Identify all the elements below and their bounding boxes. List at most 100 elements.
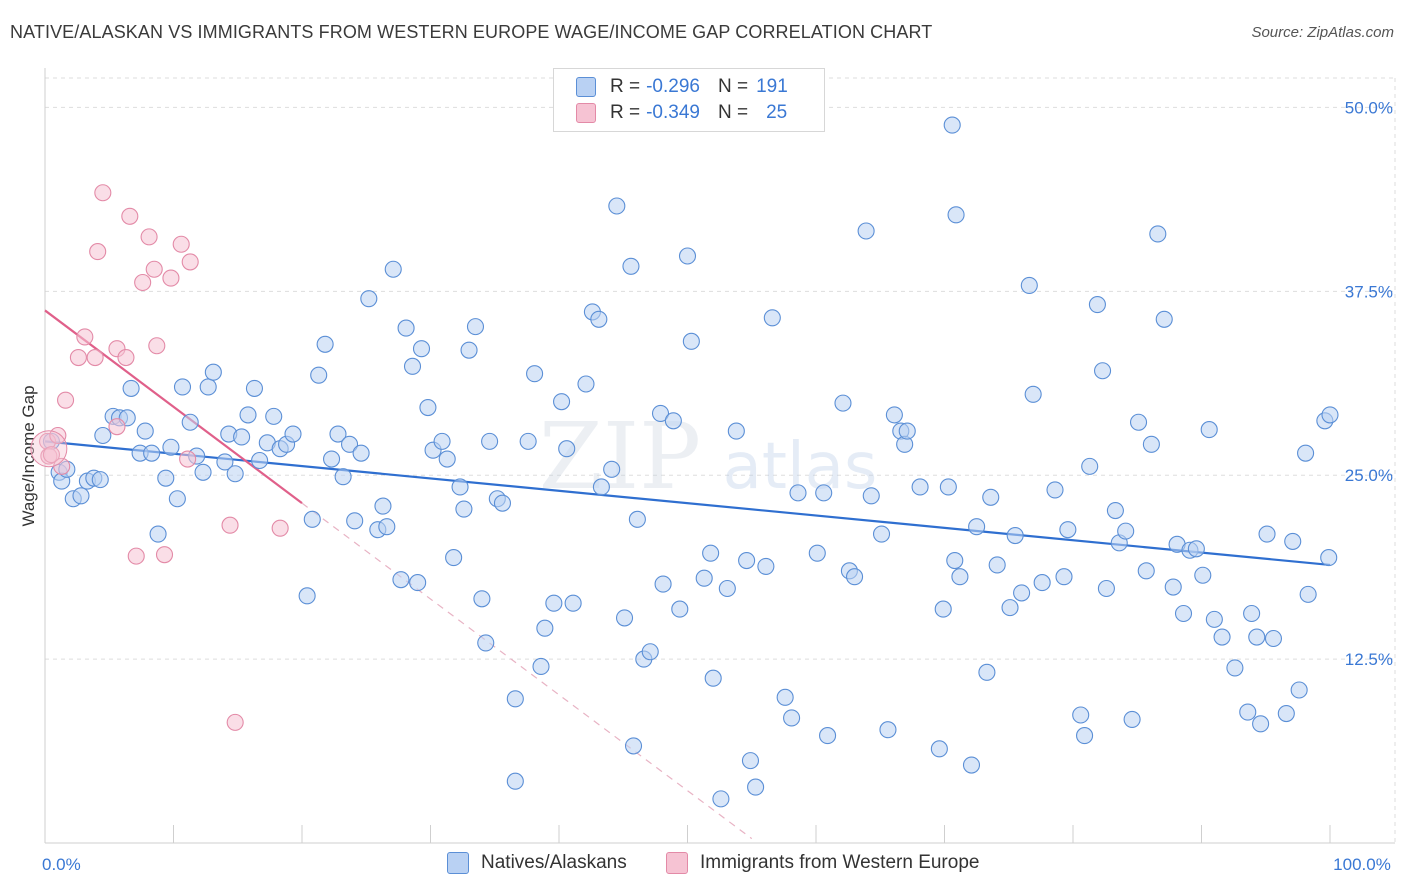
natives-point — [702, 544, 720, 562]
immigrants-point — [145, 260, 163, 278]
natives-point — [695, 569, 713, 587]
natives-point — [545, 594, 563, 612]
natives-point — [845, 568, 864, 586]
immigrants-point — [108, 418, 126, 436]
natives-point — [1081, 457, 1099, 475]
natives-point — [173, 378, 192, 396]
natives-point — [1155, 310, 1173, 328]
natives-point — [553, 393, 571, 411]
legend-item-immigrants[interactable]: Immigrants from Western Europe — [666, 852, 979, 874]
natives-point — [532, 657, 550, 676]
natives-swatch — [576, 77, 596, 97]
natives-point — [397, 319, 415, 337]
natives-point — [898, 422, 916, 440]
natives-point — [204, 363, 222, 381]
n-value: 191 — [756, 76, 788, 97]
natives-point — [590, 310, 608, 328]
natives-point — [466, 318, 485, 336]
natives-point — [378, 518, 396, 536]
natives-point — [477, 634, 495, 652]
natives-point — [982, 488, 1000, 506]
natives-point — [346, 512, 364, 530]
immigrants-point — [57, 391, 75, 409]
natives-point — [526, 365, 544, 383]
natives-point — [1213, 628, 1231, 646]
natives-point — [624, 737, 643, 755]
natives-point — [879, 721, 897, 739]
natives-point — [727, 422, 745, 440]
natives-point — [91, 471, 109, 489]
natives-point — [872, 525, 891, 543]
natives-point — [1046, 481, 1064, 499]
immigrants-point — [89, 243, 107, 261]
natives-point — [1239, 703, 1257, 721]
natives-point — [1097, 579, 1115, 598]
natives-point — [1106, 501, 1124, 520]
natives-point — [1129, 413, 1148, 431]
natives-point — [455, 500, 473, 518]
natives-point — [445, 549, 463, 567]
r-label: R = — [610, 102, 641, 123]
immigrants-legend-swatch — [666, 852, 688, 874]
n-value: 25 — [766, 102, 788, 123]
natives-point — [968, 518, 986, 536]
natives-point — [506, 772, 524, 790]
natives-point — [946, 551, 964, 570]
natives-point — [298, 587, 316, 605]
natives-point — [149, 525, 167, 543]
natives-point — [1243, 604, 1261, 623]
immigrants-point — [134, 273, 152, 292]
natives-point — [1284, 532, 1302, 550]
natives-point — [303, 510, 321, 528]
natives-point — [741, 752, 760, 770]
natives-point — [506, 690, 524, 708]
data-points — [30, 116, 1339, 808]
natives-point — [1194, 566, 1212, 584]
natives-point — [815, 484, 833, 502]
immigrants-point — [148, 337, 166, 355]
natives-point — [284, 425, 302, 443]
immigrants-trend-extension — [301, 502, 753, 840]
trend-lines — [44, 309, 1331, 840]
natives-point — [316, 335, 334, 353]
natives-point — [1033, 574, 1051, 592]
x-tick-label: 100.0% — [1333, 855, 1391, 874]
legend-item-natives[interactable]: Natives/Alaskans — [447, 852, 627, 874]
natives-point — [239, 406, 257, 424]
natives-point — [94, 426, 112, 445]
natives-point — [1200, 421, 1218, 439]
natives-point — [1149, 225, 1167, 243]
natives-point — [558, 440, 576, 458]
r-label: R = — [610, 76, 641, 97]
immigrants-point — [162, 269, 180, 287]
natives-point — [412, 340, 431, 358]
natives-point — [1205, 610, 1223, 628]
immigrants-point — [121, 207, 139, 225]
natives-point — [1248, 628, 1266, 646]
natives-point — [622, 257, 640, 275]
natives-point — [1055, 568, 1073, 586]
natives-point — [1297, 444, 1315, 462]
natives-point — [1226, 659, 1244, 677]
immigrants-point — [42, 446, 60, 464]
natives-point — [265, 407, 283, 425]
natives-point — [603, 460, 621, 478]
natives-point — [978, 663, 996, 681]
natives-point — [1088, 296, 1106, 314]
natives-point — [1187, 540, 1205, 558]
source-credit: Source: ZipAtlas.com — [1251, 24, 1394, 41]
natives-point — [251, 451, 269, 470]
natives-point — [682, 332, 700, 350]
natives-point — [608, 197, 626, 215]
natives-point — [72, 487, 90, 505]
natives-point — [122, 379, 140, 397]
natives-point — [1094, 362, 1112, 380]
x-tick-label: 0.0% — [42, 855, 81, 874]
natives-point — [1020, 276, 1038, 294]
natives-point — [712, 790, 730, 808]
natives-point — [1174, 604, 1193, 623]
natives-point — [757, 557, 775, 575]
axes — [44, 68, 1395, 844]
natives-point — [651, 404, 670, 422]
natives-point — [615, 609, 634, 627]
